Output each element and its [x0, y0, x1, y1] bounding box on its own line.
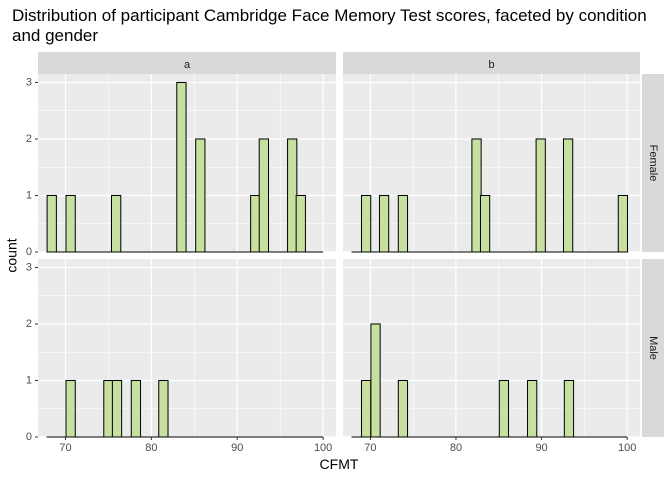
- facet-strip-female: [642, 74, 664, 252]
- y-tick-label: 3: [26, 261, 32, 273]
- histogram-bar: [103, 379, 114, 438]
- histogram-bar: [562, 138, 574, 253]
- histogram-bar: [287, 138, 298, 253]
- facet-label-female: Female: [647, 145, 659, 182]
- x-tick-label: 70: [364, 442, 376, 454]
- histogram-bar: [479, 194, 491, 253]
- histogram-bar: [617, 194, 629, 253]
- histogram-bar: [250, 194, 261, 253]
- histogram-bar: [397, 194, 409, 253]
- panel-bg-a-male: [38, 259, 336, 437]
- histogram-bar: [535, 138, 546, 253]
- histogram-bar: [195, 138, 206, 253]
- x-tick-label: 100: [314, 442, 332, 454]
- x-axis-label: CFMT: [320, 456, 359, 472]
- facet-strip-male: [642, 259, 664, 437]
- y-axis-label: count: [4, 238, 20, 272]
- histogram-bar: [498, 379, 510, 438]
- facet-strip-a: [38, 52, 336, 74]
- histogram-bar: [46, 194, 57, 253]
- y-tick-label: 0: [26, 431, 32, 443]
- x-tick-label: 90: [231, 442, 243, 454]
- facet-label-a: a: [184, 59, 191, 71]
- histogram-bar: [111, 194, 122, 253]
- x-tick-label: 100: [618, 442, 636, 454]
- histogram-bar: [471, 138, 482, 253]
- y-tick-label: 2: [26, 318, 32, 330]
- histogram-bar: [65, 379, 76, 438]
- histogram-bar: [378, 194, 390, 253]
- panel-bg-b-female: [343, 74, 640, 252]
- histogram-bar: [176, 81, 187, 253]
- histogram-bar: [397, 379, 409, 438]
- y-tick-label: 3: [26, 76, 32, 88]
- histogram-bar: [111, 379, 123, 438]
- chart-title: Distribution of participant Cambridge Fa…: [12, 6, 647, 45]
- histogram-bar: [370, 323, 381, 438]
- histogram-bar: [130, 379, 142, 438]
- x-tick-label: 70: [59, 442, 71, 454]
- histogram-bar: [563, 379, 575, 438]
- x-tick-label: 90: [535, 442, 547, 454]
- y-tick-label: 1: [26, 374, 32, 386]
- x-tick-label: 80: [145, 442, 157, 454]
- histogram-bar: [527, 379, 538, 438]
- y-tick-label: 0: [26, 246, 32, 258]
- facet-label-b: b: [488, 59, 494, 71]
- facet-strip-b: [343, 52, 640, 74]
- facet-label-male: Male: [647, 336, 659, 360]
- histogram-bar: [258, 138, 269, 253]
- histogram-bar: [158, 379, 169, 438]
- histogram-bar: [295, 194, 306, 253]
- histogram-bar: [360, 379, 372, 438]
- panel-bg-a-female: [38, 74, 336, 252]
- y-tick-label: 1: [26, 189, 32, 201]
- panel-bg-b-male: [343, 259, 640, 437]
- histogram-bar: [360, 194, 372, 253]
- y-tick-label: 2: [26, 133, 32, 145]
- x-tick-label: 80: [450, 442, 462, 454]
- histogram-bar: [65, 194, 76, 253]
